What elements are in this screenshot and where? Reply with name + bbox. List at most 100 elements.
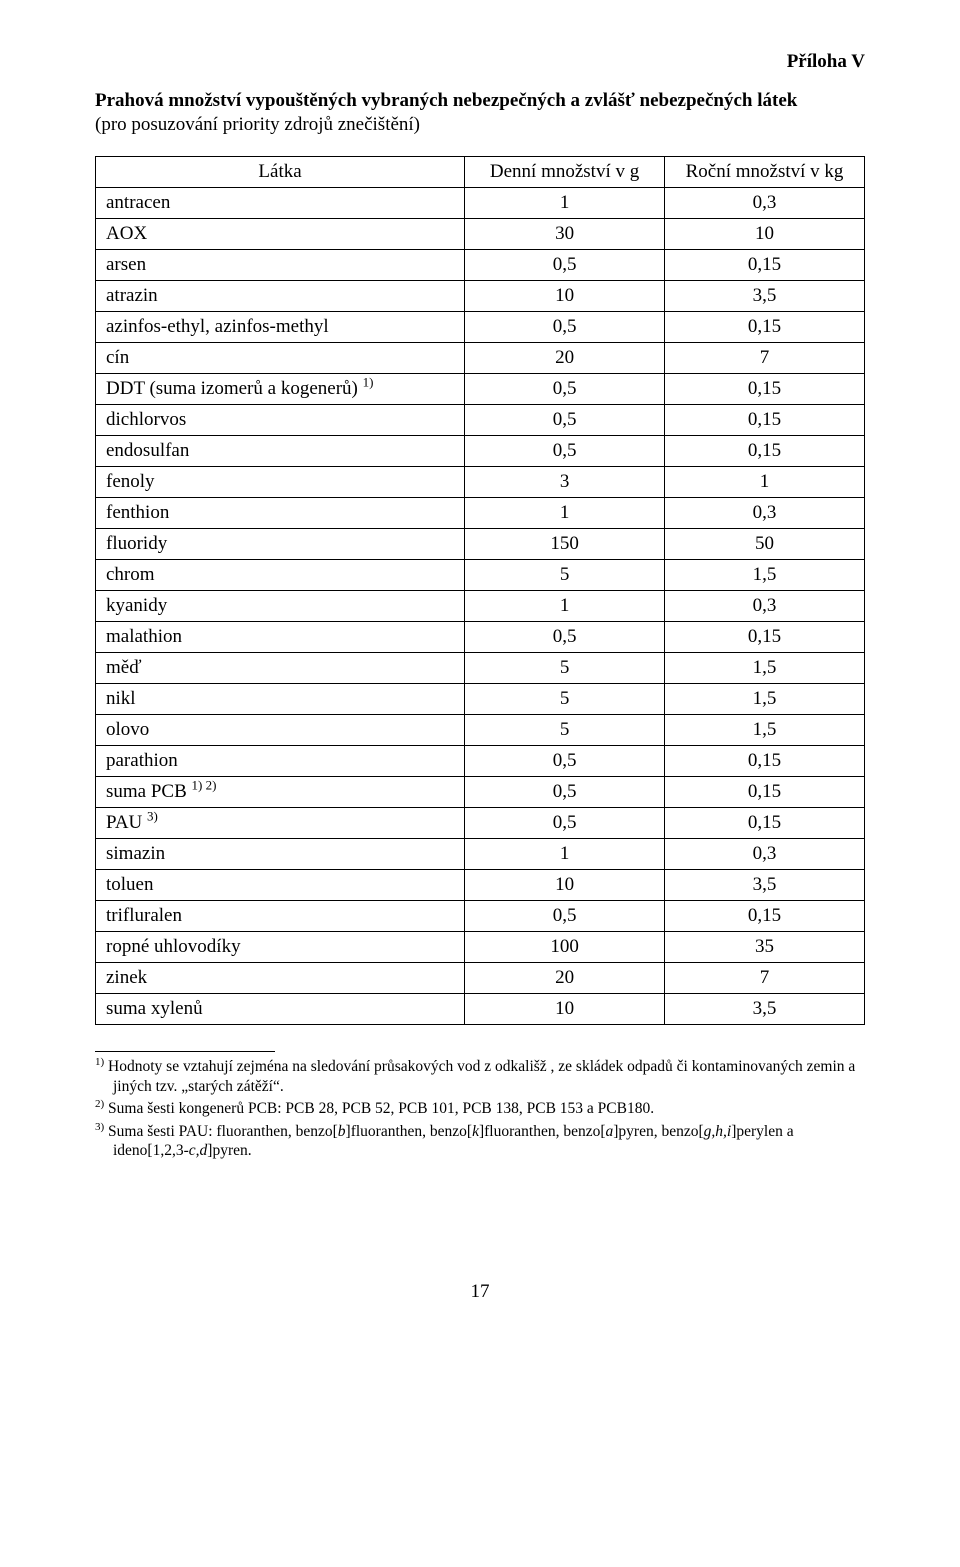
cell-yearly: 1 [665,467,865,498]
cell-daily: 1 [465,591,665,622]
cell-yearly: 0,3 [665,188,865,219]
cell-daily: 1 [465,188,665,219]
cell-daily: 5 [465,715,665,746]
cell-yearly: 0,15 [665,312,865,343]
cell-daily: 150 [465,529,665,560]
cell-substance: DDT (suma izomerů a kogenerů) 1) [96,374,465,405]
table-row: parathion0,50,15 [96,746,865,777]
table-row: zinek207 [96,963,865,994]
page-subtitle: (pro posuzování priority zdrojů znečiště… [95,113,865,138]
document-page: Příloha V Prahová množství vypouštěných … [0,0,960,1345]
table-row: PAU 3)0,50,15 [96,808,865,839]
cell-yearly: 0,15 [665,374,865,405]
table-row: azinfos-ethyl, azinfos-methyl0,50,15 [96,312,865,343]
footnotes: 1) Hodnoty se vztahují zejména na sledov… [95,1056,865,1160]
cell-substance: antracen [96,188,465,219]
cell-substance: azinfos-ethyl, azinfos-methyl [96,312,465,343]
cell-daily: 0,5 [465,405,665,436]
cell-substance: dichlorvos [96,405,465,436]
cell-yearly: 3,5 [665,994,865,1025]
cell-yearly: 3,5 [665,281,865,312]
cell-daily: 0,5 [465,777,665,808]
cell-substance: měď [96,653,465,684]
cell-daily: 3 [465,467,665,498]
cell-substance: fenthion [96,498,465,529]
cell-substance: AOX [96,219,465,250]
table-row: suma PCB 1) 2)0,50,15 [96,777,865,808]
cell-substance: atrazin [96,281,465,312]
cell-daily: 5 [465,653,665,684]
table-row: fenoly31 [96,467,865,498]
footnote-divider [95,1051,275,1052]
cell-yearly: 0,3 [665,498,865,529]
table-row: měď51,5 [96,653,865,684]
cell-daily: 0,5 [465,746,665,777]
footnote: 2) Suma šesti kongenerů PCB: PCB 28, PCB… [95,1098,865,1119]
table-row: ropné uhlovodíky10035 [96,932,865,963]
cell-daily: 20 [465,963,665,994]
cell-yearly: 0,3 [665,591,865,622]
cell-daily: 1 [465,839,665,870]
table-row: chrom51,5 [96,560,865,591]
col-header-substance: Látka [96,157,465,188]
cell-yearly: 1,5 [665,684,865,715]
table-row: fluoridy15050 [96,529,865,560]
cell-substance: chrom [96,560,465,591]
footnote: 1) Hodnoty se vztahují zejména na sledov… [95,1056,865,1096]
appendix-label: Příloha V [95,50,865,75]
cell-daily: 0,5 [465,312,665,343]
cell-yearly: 7 [665,343,865,374]
cell-daily: 5 [465,684,665,715]
cell-daily: 0,5 [465,622,665,653]
cell-yearly: 0,15 [665,622,865,653]
table-row: atrazin103,5 [96,281,865,312]
table-row: dichlorvos0,50,15 [96,405,865,436]
cell-daily: 5 [465,560,665,591]
cell-yearly: 0,15 [665,777,865,808]
table-header-row: Látka Denní množství v g Roční množství … [96,157,865,188]
page-number: 17 [95,1280,865,1305]
cell-substance: endosulfan [96,436,465,467]
table-row: antracen10,3 [96,188,865,219]
cell-substance: fenoly [96,467,465,498]
cell-daily: 30 [465,219,665,250]
cell-substance: simazin [96,839,465,870]
cell-daily: 0,5 [465,901,665,932]
table-row: endosulfan0,50,15 [96,436,865,467]
col-header-yearly: Roční množství v kg [665,157,865,188]
cell-yearly: 0,15 [665,250,865,281]
cell-substance: kyanidy [96,591,465,622]
table-row: cín207 [96,343,865,374]
col-header-daily: Denní množství v g [465,157,665,188]
table-row: suma xylenů103,5 [96,994,865,1025]
cell-yearly: 1,5 [665,715,865,746]
table-row: kyanidy10,3 [96,591,865,622]
cell-daily: 0,5 [465,374,665,405]
table-row: fenthion10,3 [96,498,865,529]
cell-daily: 10 [465,870,665,901]
cell-substance: olovo [96,715,465,746]
cell-substance: cín [96,343,465,374]
cell-substance: ropné uhlovodíky [96,932,465,963]
table-row: olovo51,5 [96,715,865,746]
cell-yearly: 3,5 [665,870,865,901]
cell-substance: PAU 3) [96,808,465,839]
cell-yearly: 0,15 [665,746,865,777]
table-row: AOX3010 [96,219,865,250]
cell-substance: toluen [96,870,465,901]
cell-yearly: 1,5 [665,653,865,684]
cell-yearly: 50 [665,529,865,560]
cell-yearly: 0,15 [665,405,865,436]
cell-yearly: 0,15 [665,436,865,467]
cell-yearly: 10 [665,219,865,250]
cell-substance: arsen [96,250,465,281]
cell-substance: suma PCB 1) 2) [96,777,465,808]
cell-daily: 100 [465,932,665,963]
cell-daily: 1 [465,498,665,529]
threshold-table: Látka Denní množství v g Roční množství … [95,156,865,1025]
cell-daily: 10 [465,281,665,312]
cell-yearly: 0,15 [665,808,865,839]
cell-daily: 0,5 [465,250,665,281]
table-row: nikl51,5 [96,684,865,715]
cell-substance: suma xylenů [96,994,465,1025]
